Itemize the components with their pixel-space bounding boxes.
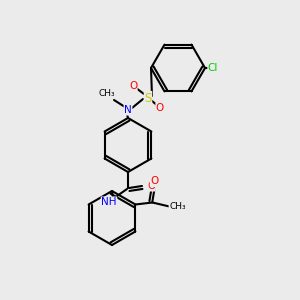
Text: N: N [124, 105, 132, 115]
Text: O: O [129, 81, 137, 91]
Text: O: O [150, 176, 158, 187]
Text: NH: NH [101, 197, 117, 207]
Text: O: O [147, 181, 155, 191]
Text: CH₃: CH₃ [99, 89, 115, 98]
Text: O: O [156, 103, 164, 113]
Text: CH₃: CH₃ [169, 202, 186, 211]
Text: Cl: Cl [208, 63, 218, 73]
Text: S: S [144, 92, 152, 104]
